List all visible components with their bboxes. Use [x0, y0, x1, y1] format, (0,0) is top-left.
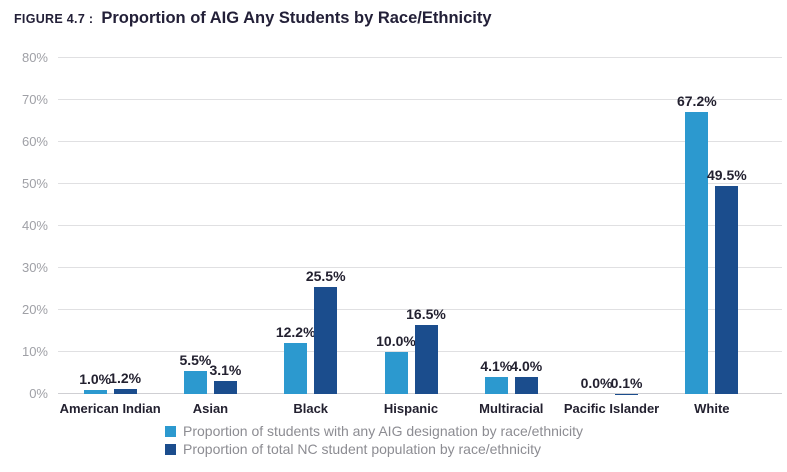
value-label-american-indian-series-1: 1.0%: [79, 370, 112, 387]
value-label-hispanic-series-1: 10.0%: [376, 333, 416, 349]
bar-asian-series-1: [183, 370, 207, 394]
bar-hispanic-series-2: [414, 324, 438, 394]
y-tick-label-40: 40%: [21, 218, 48, 233]
y-tick-label-80: 80%: [21, 50, 48, 65]
bar-black-series-2: [314, 286, 338, 394]
y-tick-label-20: 20%: [21, 302, 48, 317]
legend-item-series-2: Proportion of total NC student populatio…: [165, 440, 583, 458]
value-label-american-indian-series-2: 1.2%: [109, 369, 142, 386]
x-axis-label-american-indian: American Indian: [59, 401, 161, 416]
value-label-asian-series-2: 3.1%: [209, 361, 242, 378]
bar-white-series-2: [715, 186, 739, 394]
x-axis-label-black: Black: [293, 401, 329, 416]
bar-american-indian-series-2: [113, 388, 137, 394]
legend-swatch-icon: [165, 443, 176, 455]
x-axis-label-asian: Asian: [192, 401, 229, 416]
bar-multiracial-series-1: [484, 376, 508, 394]
chart-legend: Proportion of students with any AIG desi…: [165, 422, 583, 458]
y-tick-label-10: 10%: [21, 344, 48, 359]
value-label-black-series-2: 25.5%: [305, 267, 346, 284]
bar-multiracial-series-2: [514, 377, 538, 394]
x-axis-label-white: White: [694, 401, 730, 416]
gridline-30: [58, 267, 782, 268]
gridline-20: [58, 309, 782, 310]
legend-label-series-2: Proportion of total NC student populatio…: [183, 441, 541, 457]
x-axis-label-multiracial: Multiracial: [479, 401, 544, 416]
value-label-hispanic-series-2: 16.5%: [406, 305, 446, 322]
y-tick-label-70: 70%: [21, 92, 48, 107]
value-label-black-series-1: 12.2%: [275, 323, 316, 340]
value-label-white-series-2: 49.5%: [706, 167, 747, 184]
legend-item-series-1: Proportion of students with any AIG desi…: [165, 422, 583, 440]
gridline-60: [58, 141, 782, 142]
figure-title: FIGURE 4.7 : Proportion of AIG Any Stude…: [14, 9, 492, 28]
value-label-asian-series-1: 5.5%: [179, 351, 212, 368]
x-axis-label-pacific-islander: Pacific Islander: [563, 401, 660, 416]
gridline-70: [58, 99, 782, 100]
y-tick-label-0: 0%: [29, 386, 48, 401]
figure-number-label: FIGURE 4.7 :: [14, 12, 94, 26]
gridline-50: [58, 183, 782, 184]
bars-layer: 1.0% 1.2% American Indian 5.5% 3.1% Asian 12.2…: [60, 58, 762, 416]
value-label-multiracial-series-2: 4.0%: [510, 358, 543, 375]
bar-hispanic-series-1: [384, 352, 408, 394]
x-axis-label-hispanic: Hispanic: [383, 401, 439, 416]
bar-black-series-1: [284, 342, 308, 394]
bar-asian-series-2: [213, 380, 237, 394]
y-tick-label-50: 50%: [21, 176, 48, 191]
value-label-pacific-islander-series-1: 0.0%: [580, 375, 613, 391]
bar-white-series-1: [685, 111, 709, 394]
legend-swatch-icon: [165, 425, 176, 437]
value-label-multiracial-series-1: 4.1%: [480, 357, 513, 374]
figure-title-text: Proportion of AIG Any Students by Race/E…: [101, 9, 492, 27]
gridline-80: [58, 57, 782, 58]
value-label-pacific-islander-series-2: 0.1%: [610, 374, 643, 391]
y-tick-label-60: 60%: [21, 134, 48, 149]
legend-label-series-1: Proportion of students with any AIG desi…: [183, 423, 584, 439]
value-label-white-series-1: 67.2%: [676, 92, 717, 109]
bar-american-indian-series-1: [83, 389, 107, 394]
y-tick-label-30: 30%: [21, 260, 48, 275]
gridline-40: [58, 225, 782, 226]
